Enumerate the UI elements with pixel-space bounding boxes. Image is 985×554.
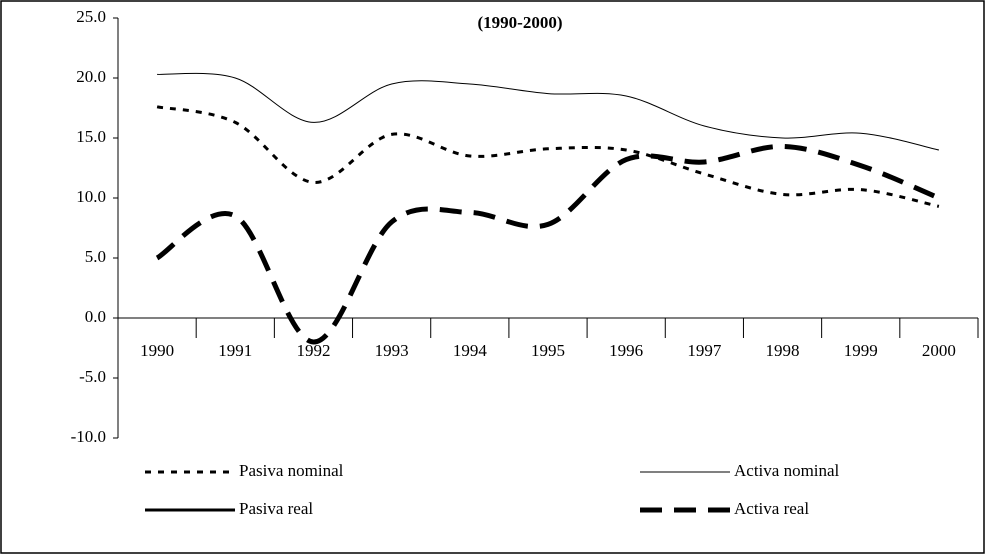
x-tick-label: 1996	[609, 341, 643, 360]
legend-label: Pasiva nominal	[239, 461, 344, 480]
x-tick-label: 1997	[687, 341, 722, 360]
legend-label: Activa real	[734, 499, 809, 518]
series-line	[157, 72, 940, 151]
y-tick-label: -10.0	[71, 427, 106, 446]
x-tick-label: 1999	[844, 341, 878, 360]
x-tick-label: 1993	[375, 341, 409, 360]
series-line	[155, 143, 940, 345]
y-tick-label: 25.0	[76, 7, 106, 26]
y-tick-label: 10.0	[76, 187, 106, 206]
x-tick-label: 1990	[140, 341, 174, 360]
x-tick-label: 1995	[531, 341, 565, 360]
chart-title: (1990-2000)	[478, 13, 563, 32]
y-tick-label: 15.0	[76, 127, 106, 146]
x-tick-label: 2000	[922, 341, 956, 360]
x-tick-label: 1992	[296, 341, 330, 360]
x-tick-label: 1991	[218, 341, 252, 360]
x-tick-label: 1998	[766, 341, 800, 360]
legend-label: Pasiva real	[239, 499, 313, 518]
x-tick-label: 1994	[453, 341, 488, 360]
y-tick-label: 0.0	[85, 307, 106, 326]
y-tick-label: 5.0	[85, 247, 106, 266]
series-line	[156, 105, 940, 208]
y-tick-label: -5.0	[79, 367, 106, 386]
y-tick-label: 20.0	[76, 67, 106, 86]
legend-label: Activa nominal	[734, 461, 840, 480]
